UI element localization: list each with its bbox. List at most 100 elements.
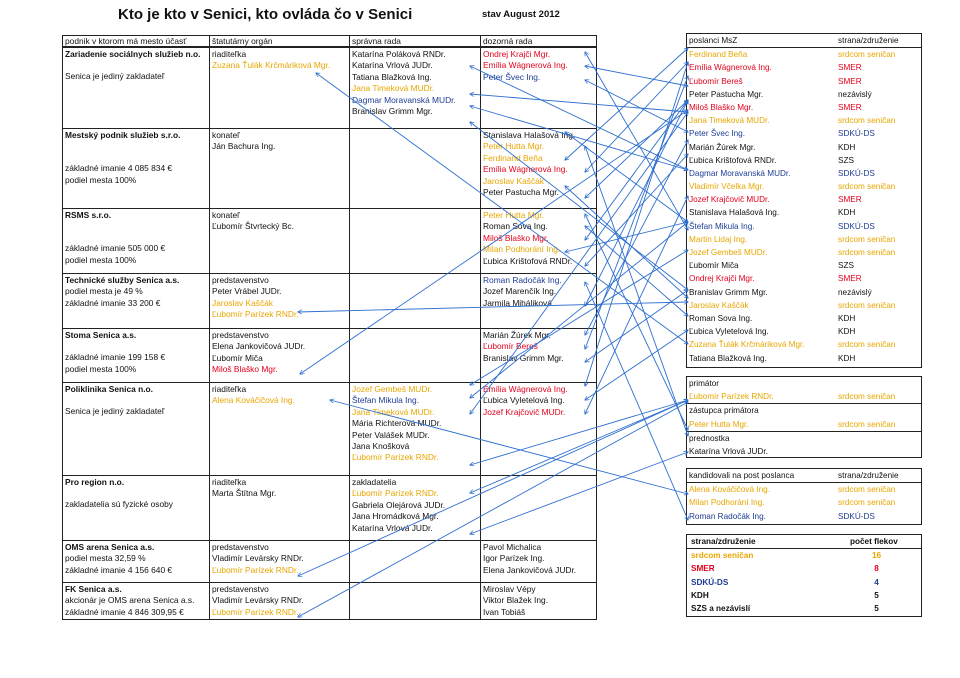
connector-arrow: [330, 400, 688, 494]
person-name: Vladimír Levársky RNDr.: [212, 595, 304, 606]
party-label: srdcom seničan: [838, 340, 896, 350]
deputies-header-party: strana/združenie: [838, 36, 899, 45]
date-note: stav August 2012: [482, 9, 560, 20]
org-detail: základné imanie 4 846 309,95 €: [65, 606, 184, 617]
person-name: Ľubomír Parízek RNDr.: [212, 564, 299, 575]
table-row: Miloš Blaško Mgr. SMER: [687, 101, 921, 114]
person-name: riaditeľka: [212, 49, 247, 59]
org-detail: základné imanie 4 085 834 €: [65, 163, 173, 174]
person-name: Elena Jankovičová JUDr.: [212, 341, 306, 352]
connector-arrow: [585, 146, 688, 436]
table-row: Peter Hutta Mgr. srdcom seničan: [687, 418, 921, 432]
person-name: Ondrej Krajči Mgr.: [689, 274, 755, 284]
party-label: SMER: [838, 195, 862, 205]
seat-count: 5: [874, 590, 879, 600]
summary-header: strana/združenie počet flekov: [687, 535, 921, 550]
party-label: srdcom seničan: [838, 419, 896, 429]
org-name: Poliklinika Senica n.o.: [65, 384, 153, 394]
party-name: srdcom seničan: [691, 551, 754, 561]
seat-count: 8: [874, 564, 879, 574]
person-name: Miloš Blaško Mgr.: [212, 364, 278, 375]
table-row: Štefan Mikula Ing. SDKÚ-DS: [687, 220, 921, 233]
person-name: riaditeľka: [212, 477, 247, 487]
connector-arrow: [298, 402, 688, 617]
table-row: Ondrej Krajči Mgr. SMER: [687, 272, 921, 285]
table-row: Peter Švec Ing. SDKÚ-DS: [687, 127, 921, 140]
party-label: SMER: [838, 63, 862, 73]
person-name: Ľubica Krištofová RNDr.: [689, 155, 777, 165]
table-row: Roman Radočák Ing. SDKÚ-DS: [687, 510, 921, 523]
party-label: srdcom seničan: [838, 392, 896, 402]
table-row: Marián Žúrek Mgr. KDH: [687, 141, 921, 154]
org-name: Zariadenie sociálnych služieb n.o.: [65, 49, 201, 59]
candidates-header: kandidovali na post poslanca strana/zdru…: [687, 469, 921, 484]
org-name: Pro region n.o.: [65, 477, 125, 487]
org-name: Technické služby Senica a.s.: [65, 275, 180, 285]
person-name: konateľ: [212, 210, 240, 220]
person-name: Alena Kováčičová Ing.: [689, 485, 771, 495]
page-title: Kto je kto v Senici, kto ovláda čo v Sen…: [118, 6, 413, 23]
connector-arrow: [585, 214, 688, 430]
person-name: Jaroslav Kaščák: [212, 297, 273, 308]
person-name: Marián Žúrek Mgr.: [689, 142, 756, 152]
party-label: nezávislý: [838, 287, 872, 297]
person-name: Roman Radočák Ing.: [689, 511, 766, 521]
org-detail: základné imanie 33 200 €: [65, 297, 161, 308]
table-row: Ľubica Vyletelová Ing. KDH: [687, 325, 921, 338]
party-label: srdcom seničan: [838, 300, 896, 310]
org-detail: podiel mesta 100%: [65, 363, 137, 374]
table-row: Tatiana Blažková Ing. KDH: [687, 352, 921, 365]
person-name: Stanislava Halašová Ing.: [689, 208, 780, 218]
party-label: srdcom seničan: [838, 182, 896, 192]
seat-count: 5: [874, 603, 879, 613]
org-detail: podiel mesta 100%: [65, 254, 137, 265]
party-label: SDKÚ-DS: [838, 221, 875, 231]
person-name: Ľubomír Parízek RNDr.: [212, 309, 299, 320]
table-row: Martin Lidaj Ing. srdcom seničan: [687, 233, 921, 246]
org-detail: zakladatelia sú fyzické osoby: [65, 499, 173, 510]
person-name: Roman Sova Ing.: [689, 313, 753, 323]
person-name: Vladimír Včelka Mgr.: [689, 182, 765, 192]
connector-arrow: [585, 80, 688, 132]
party-name: SMER: [691, 564, 715, 574]
org-detail: podiel mesta je 49 %: [65, 286, 143, 297]
party-label: srdcom seničan: [838, 248, 896, 257]
table-row: Emília Wágnerová Ing. SMER: [687, 61, 921, 74]
table-row: Ľubomír Bereš SMER: [687, 75, 921, 88]
table-row: Jana Timeková MUDr. srdcom seničan: [687, 114, 921, 127]
table-row: Peter Pastucha Mgr. nezávislý: [687, 88, 921, 101]
connector-arrow: [470, 250, 688, 385]
party-label: KDH: [838, 313, 856, 323]
connector-arrow: [565, 186, 688, 298]
org-name: RSMS s.r.o.: [65, 210, 112, 220]
table-row: Branislav Grimm Mgr. nezávislý: [687, 286, 921, 299]
summary-row: srdcom seničan 16: [687, 549, 921, 562]
person-name: Ján Bachura Ing.: [212, 141, 276, 152]
table-row: Roman Sova Ing. KDH: [687, 312, 921, 325]
table-row: Stanislava Halašová Ing. KDH: [687, 206, 921, 219]
summary-table: strana/združenie počet flekov srdcom sen…: [686, 534, 922, 617]
table-row: Jaroslav Kaščák srdcom seničan: [687, 299, 921, 312]
party-label: srdcom seničan: [838, 498, 896, 508]
person-name: Ľubomír Parízek RNDr.: [689, 392, 774, 402]
connector-arrow: [298, 400, 688, 576]
person-name: Ľubomír Štvrtecký Bc.: [212, 221, 294, 232]
person-name: Branislav Grimm Mgr.: [689, 287, 768, 297]
org-name: OMS arena Senica a.s.: [65, 542, 155, 552]
person-name: Jozef Gembeš MUDr.: [689, 248, 768, 257]
person-name: Peter Vrábel JUDr.: [212, 286, 282, 297]
party-label: SMER: [838, 76, 862, 86]
person-name: Katarína Vrlová JUDr.: [689, 446, 768, 456]
party-label: srdcom seničan: [838, 234, 896, 244]
connector-arrow: [470, 400, 688, 465]
table-row: Zuzana Ťulák Krčmáriková Mgr. srdcom seni…: [687, 338, 921, 351]
summary-row: SMER 8: [687, 562, 921, 575]
person-name: Jozef Krajčovič MUDr.: [689, 195, 770, 205]
seat-count: 16: [871, 551, 882, 561]
org-name: Stoma Senica a.s.: [65, 330, 137, 340]
person-name: Marta Štítna Mgr.: [212, 488, 277, 499]
person-name: Jana Timeková MUDr.: [689, 116, 770, 126]
connector-arrow: [565, 132, 688, 222]
person-name: Ľubomír Parízek RNDr.: [212, 606, 299, 617]
person-name: Miloš Blaško Mgr.: [689, 102, 754, 112]
